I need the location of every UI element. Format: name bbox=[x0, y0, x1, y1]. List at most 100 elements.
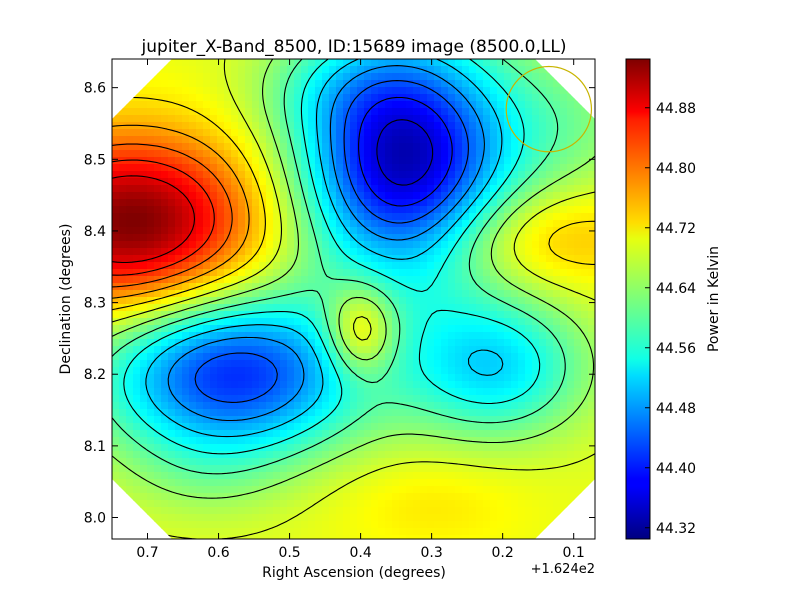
heatmap-cell bbox=[329, 493, 337, 501]
heatmap-cell bbox=[273, 101, 281, 109]
heatmap-cell bbox=[462, 241, 470, 249]
heatmap-cell bbox=[343, 409, 351, 417]
heatmap-cell bbox=[476, 171, 484, 179]
heatmap-cell bbox=[294, 269, 302, 277]
heatmap-cell bbox=[560, 220, 568, 228]
heatmap-cell bbox=[434, 276, 442, 284]
heatmap-cell bbox=[168, 283, 176, 291]
heatmap-cell bbox=[469, 318, 477, 326]
heatmap-cell bbox=[406, 276, 414, 284]
heatmap-cell bbox=[539, 241, 547, 249]
heatmap-cell bbox=[315, 66, 323, 74]
heatmap-cell bbox=[189, 423, 197, 431]
heatmap-cell bbox=[462, 458, 470, 466]
heatmap-cell bbox=[448, 290, 456, 298]
heatmap-cell bbox=[196, 416, 204, 424]
heatmap-cell bbox=[399, 360, 407, 368]
heatmap-cell bbox=[301, 444, 309, 452]
heatmap-cell bbox=[434, 423, 442, 431]
heatmap-cell bbox=[217, 521, 225, 529]
heatmap-cell bbox=[434, 381, 442, 389]
heatmap-cell bbox=[539, 346, 547, 354]
heatmap-cell bbox=[119, 276, 127, 284]
heatmap-cell bbox=[315, 234, 323, 242]
heatmap-cell bbox=[203, 283, 211, 291]
heatmap-cell bbox=[168, 227, 176, 235]
heatmap-cell bbox=[476, 290, 484, 298]
heatmap-cell bbox=[413, 325, 421, 333]
heatmap-cell bbox=[126, 353, 134, 361]
heatmap-cell bbox=[455, 213, 463, 221]
heatmap-cell bbox=[182, 388, 190, 396]
heatmap-cell bbox=[364, 493, 372, 501]
heatmap-cell bbox=[287, 346, 295, 354]
heatmap-cell bbox=[238, 157, 246, 165]
heatmap-cell bbox=[112, 276, 120, 284]
heatmap-cell bbox=[259, 451, 267, 459]
heatmap-cell bbox=[301, 472, 309, 480]
heatmap-cell bbox=[231, 248, 239, 256]
heatmap-cell bbox=[490, 122, 498, 130]
heatmap-cell bbox=[413, 346, 421, 354]
heatmap-cell bbox=[399, 367, 407, 375]
heatmap-cell bbox=[462, 395, 470, 403]
heatmap-cell bbox=[287, 248, 295, 256]
heatmap-cell bbox=[119, 206, 127, 214]
heatmap-cell bbox=[546, 360, 554, 368]
heatmap-cell bbox=[588, 304, 595, 312]
heatmap-cell bbox=[469, 143, 477, 151]
heatmap-cell bbox=[252, 241, 260, 249]
heatmap-cell bbox=[280, 353, 288, 361]
heatmap-cell bbox=[364, 402, 372, 410]
heatmap-cell bbox=[420, 227, 428, 235]
heatmap-cell bbox=[329, 94, 337, 102]
heatmap-cell bbox=[252, 269, 260, 277]
heatmap-cell bbox=[140, 381, 148, 389]
heatmap-cell bbox=[497, 143, 505, 151]
heatmap-cell bbox=[504, 353, 512, 361]
heatmap-cell bbox=[546, 150, 554, 158]
heatmap-cell bbox=[238, 297, 246, 305]
heatmap-cell bbox=[413, 206, 421, 214]
heatmap-cell bbox=[420, 199, 428, 207]
heatmap-cell bbox=[525, 514, 533, 522]
heatmap-cell bbox=[490, 409, 498, 417]
heatmap-cell bbox=[308, 472, 316, 480]
heatmap-cell bbox=[511, 346, 519, 354]
heatmap-cell bbox=[329, 206, 337, 214]
heatmap-cell bbox=[378, 339, 386, 347]
heatmap-cell bbox=[413, 493, 421, 501]
heatmap-cell bbox=[385, 500, 393, 508]
heatmap-cell bbox=[133, 304, 141, 312]
heatmap-cell bbox=[161, 101, 169, 109]
heatmap-cell bbox=[343, 220, 351, 228]
heatmap-cell bbox=[476, 318, 484, 326]
heatmap-cell bbox=[371, 213, 379, 221]
heatmap-cell bbox=[420, 178, 428, 186]
heatmap-cell bbox=[329, 115, 337, 123]
heatmap-cell bbox=[490, 241, 498, 249]
heatmap-cell bbox=[224, 500, 232, 508]
heatmap-cell bbox=[371, 220, 379, 228]
heatmap-cell bbox=[238, 269, 246, 277]
heatmap-cell bbox=[336, 507, 344, 515]
heatmap-cell bbox=[224, 444, 232, 452]
heatmap-cell bbox=[140, 143, 148, 151]
heatmap-cell bbox=[539, 451, 547, 459]
heatmap-cell bbox=[413, 486, 421, 494]
heatmap-cell bbox=[252, 255, 260, 263]
heatmap-cell bbox=[182, 157, 190, 165]
heatmap-cell bbox=[273, 318, 281, 326]
heatmap-cell bbox=[196, 199, 204, 207]
heatmap-cell bbox=[322, 213, 330, 221]
heatmap-cell bbox=[371, 185, 379, 193]
heatmap-cell bbox=[483, 171, 491, 179]
heatmap-cell bbox=[147, 248, 155, 256]
heatmap-cell bbox=[322, 367, 330, 375]
heatmap-cell bbox=[322, 178, 330, 186]
heatmap-cell bbox=[336, 318, 344, 326]
heatmap-cell bbox=[182, 234, 190, 242]
heatmap-cell bbox=[203, 325, 211, 333]
heatmap-cell bbox=[553, 136, 561, 144]
heatmap-cell bbox=[315, 213, 323, 221]
